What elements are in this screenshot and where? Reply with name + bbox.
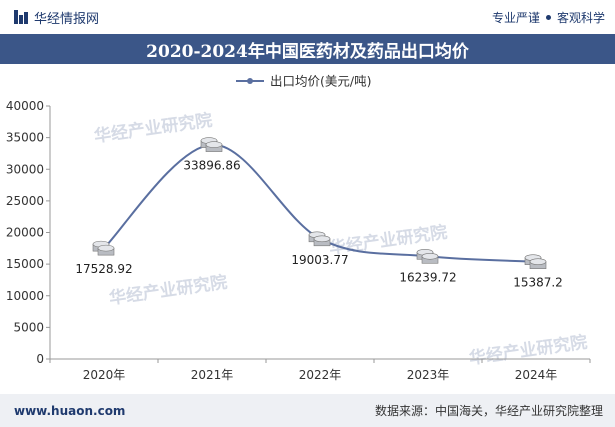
y-tick-label: 0 [36, 352, 44, 366]
watermark-text: 华经产业研究院 [93, 110, 214, 147]
coin-top [529, 258, 547, 265]
footer-site: www.huaon.com [14, 403, 126, 418]
footer-source: 数据来源：中国海关，华经产业研究院整理 [374, 404, 603, 418]
legend-marker [247, 78, 253, 84]
data-point [416, 248, 439, 264]
watermark-text: 华经产业研究院 [468, 332, 589, 369]
y-tick-label: 35000 [6, 131, 44, 145]
coin-top [205, 141, 223, 148]
x-tick-label: 2022年 [299, 368, 342, 382]
x-tick-label: 2024年 [515, 368, 558, 382]
x-tick-label: 2020年 [83, 368, 126, 382]
brand: 华经情报网 [14, 8, 99, 27]
brand-name: 华经情报网 [34, 11, 100, 27]
y-tick-label: 40000 [6, 99, 44, 113]
legend: 出口均价(美元/吨) [236, 74, 371, 89]
y-axis: 0 5000 10000 15000 20000 25000 30000 35000 40000 [6, 99, 51, 366]
chart-title: 2020-2024年中国医药材及药品出口均价 [146, 41, 469, 62]
data-point [524, 254, 547, 269]
x-tick-label: 2023年 [407, 368, 450, 382]
data-label: 19003.77 [291, 253, 348, 267]
data-point [92, 240, 115, 256]
tagline: 专业严谨 客观科学 [492, 9, 605, 26]
x-tick-label: 2021年 [191, 368, 234, 382]
data-point [308, 231, 331, 247]
y-tick-label: 20000 [6, 226, 44, 240]
coin-top [313, 235, 331, 243]
y-tick-label: 5000 [13, 320, 44, 334]
y-tick-label: 10000 [6, 289, 44, 303]
coin-top [421, 252, 439, 260]
chart-title-bar: 2020-2024年中国医药材及药品出口均价 [0, 34, 615, 64]
footer: www.huaon.com 数据来源：中国海关，华经产业研究院整理 [0, 394, 615, 427]
plot-area: 17528.92 33896.86 19003.77 16239.72 15387.2 [75, 137, 563, 290]
data-label: 16239.72 [399, 270, 456, 284]
watermark-text: 华经产业研究院 [108, 272, 229, 309]
top-bar: 华经情报网 专业严谨 客观科学 [0, 0, 615, 34]
tagline-1: 专业严谨 [491, 10, 540, 25]
data-label: 17528.92 [75, 262, 132, 276]
data-point [200, 137, 223, 152]
y-tick-label: 15000 [6, 257, 44, 271]
coin-top [97, 244, 115, 252]
legend-label: 出口均价(美元/吨) [270, 74, 371, 89]
x-axis: 2020年 2021年 2022年 2023年 2024年 [49, 358, 591, 382]
bar-logo-icon [14, 10, 28, 24]
tagline-2: 客观科学 [556, 10, 605, 25]
data-label: 15387.2 [513, 276, 563, 290]
y-tick-label: 30000 [6, 162, 44, 176]
data-label: 33896.86 [183, 159, 240, 173]
dot-icon [545, 14, 551, 20]
y-tick-label: 25000 [6, 194, 44, 208]
